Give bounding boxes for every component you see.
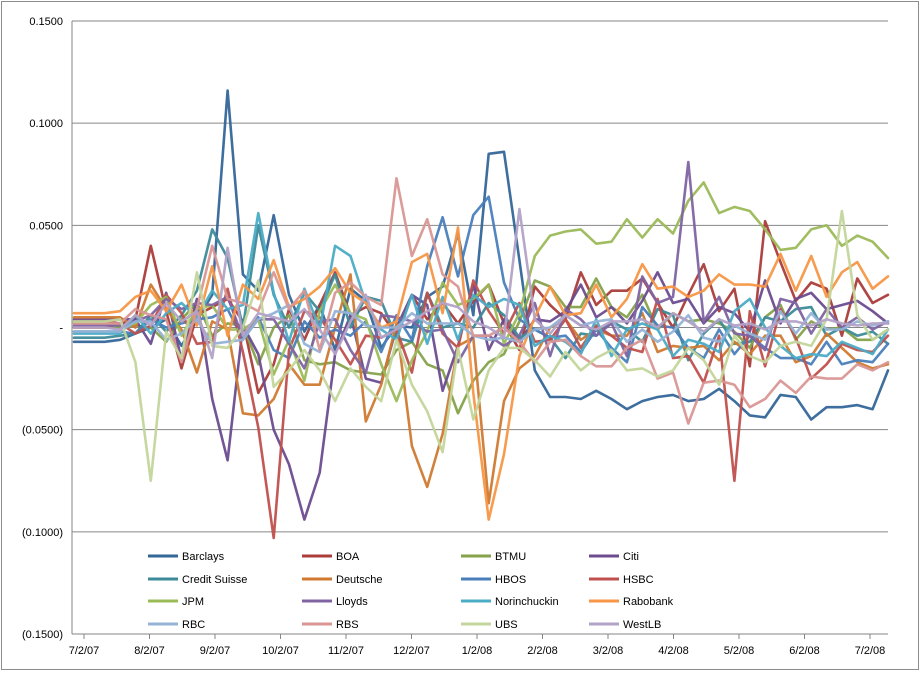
x-tick-label: 8/2/07 xyxy=(134,645,165,657)
x-tick-label: 2/2/08 xyxy=(527,645,558,657)
legend-label-lloyds: Lloyds xyxy=(336,596,368,608)
legend-label-citi: Citi xyxy=(623,551,639,563)
legend-label-btmu: BTMU xyxy=(495,551,526,563)
x-tick-label: 10/2/07 xyxy=(262,645,299,657)
series-line-norinchuckin xyxy=(72,211,890,360)
legend-label-hsbc: HSBC xyxy=(623,574,654,586)
series-line-rabobank xyxy=(72,226,890,521)
legend-label-rbs: RBS xyxy=(336,619,359,631)
legend-label-barclays: Barclays xyxy=(182,551,225,563)
legend-label-norinchuckin: Norinchuckin xyxy=(495,596,559,608)
y-tick-label: 0.1000 xyxy=(29,118,63,130)
legend-label-boa: BOA xyxy=(336,551,360,563)
x-tick-label: 12/2/07 xyxy=(393,645,430,657)
x-tick-label: 9/2/07 xyxy=(200,645,231,657)
legend-label-rabobank: Rabobank xyxy=(623,596,674,608)
legend-label-westlb: WestLB xyxy=(623,619,661,631)
legend-label-jpm: JPM xyxy=(182,596,204,608)
legend-label-credit-suisse: Credit Suisse xyxy=(182,574,247,586)
y-tick-label: (0.1000) xyxy=(22,527,63,539)
series-line-rbs xyxy=(72,177,890,425)
x-tick-label: 6/2/08 xyxy=(789,645,820,657)
x-tick-label: 1/2/08 xyxy=(462,645,493,657)
legend-label-rbc: RBC xyxy=(182,619,205,631)
y-tick-label: 0.0500 xyxy=(29,220,63,232)
series-line-barclays xyxy=(72,89,890,421)
series-line-westlb xyxy=(72,207,890,360)
y-tick-label: 0.1500 xyxy=(29,16,63,28)
legend-label-deutsche: Deutsche xyxy=(336,574,382,586)
series-line-ubs xyxy=(72,209,890,483)
legend-label-ubs: UBS xyxy=(495,619,518,631)
x-tick-label: 3/2/08 xyxy=(593,645,624,657)
x-tick-label: 11/2/07 xyxy=(328,645,364,657)
legend-label-hbos: HBOS xyxy=(495,574,526,586)
x-tick-label: 4/2/08 xyxy=(658,645,689,657)
x-tick-label: 5/2/08 xyxy=(724,645,755,657)
y-tick-label: (0.0500) xyxy=(22,425,63,437)
y-tick-label: (0.1500) xyxy=(22,629,63,641)
x-tick-label: 7/2/08 xyxy=(855,645,886,657)
x-tick-label: 7/2/07 xyxy=(69,645,100,657)
y-tick-label: - xyxy=(59,323,63,335)
